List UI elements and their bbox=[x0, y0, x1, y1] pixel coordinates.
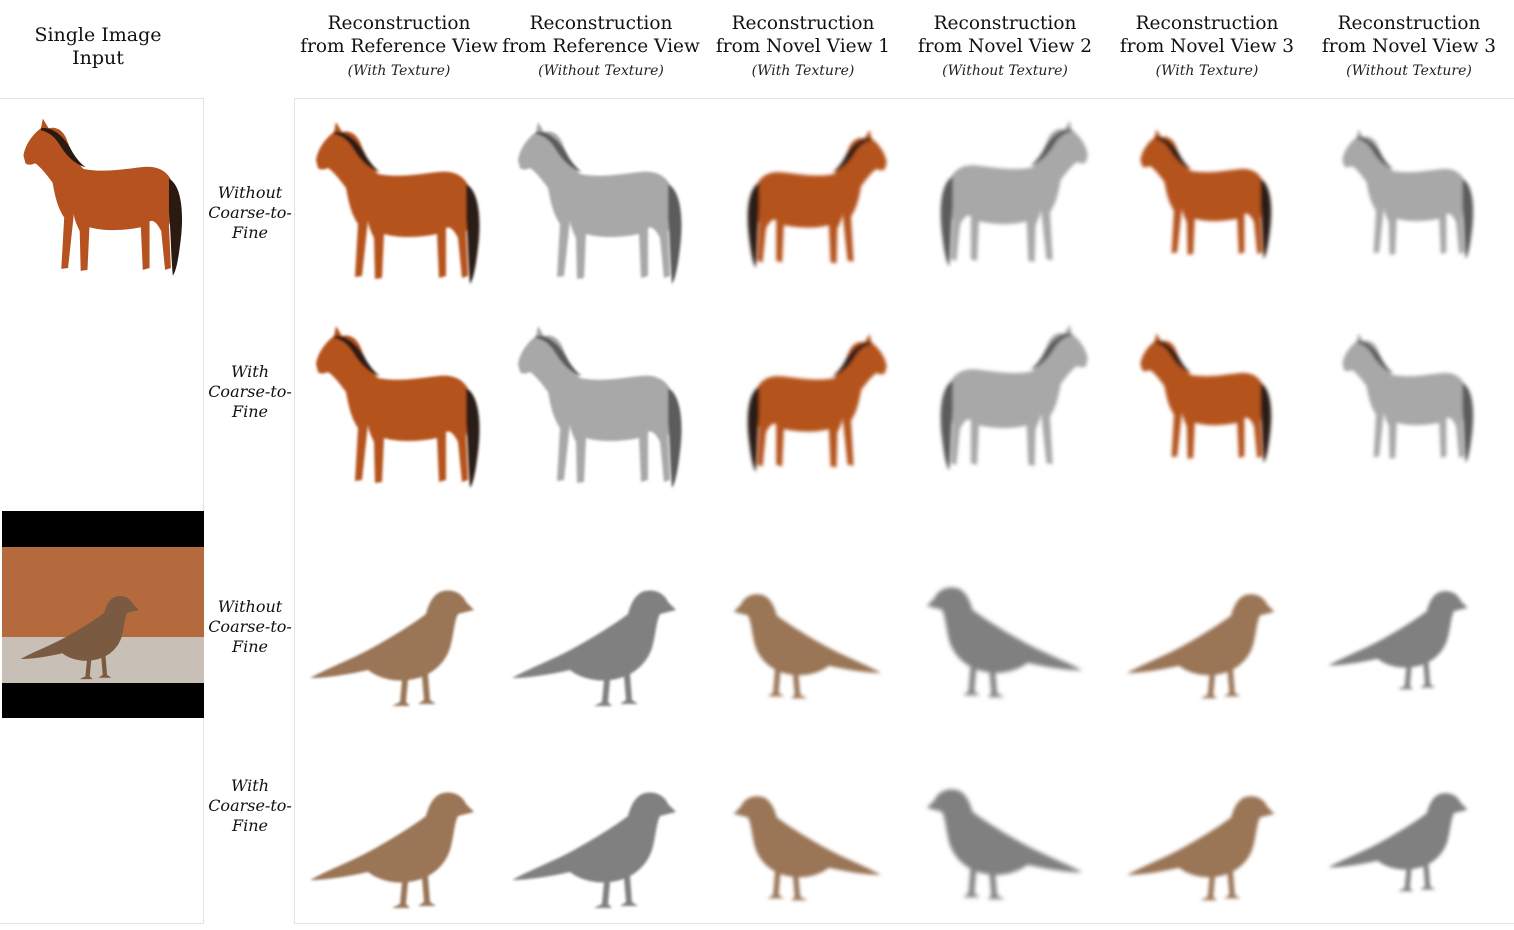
column-header-line2: from Reference View bbox=[300, 36, 498, 57]
column-header-line2: from Novel View 2 bbox=[917, 36, 1093, 57]
reconstruction-horse-r2-c1 bbox=[298, 312, 498, 512]
reconstruction-horse-r2-c3 bbox=[702, 312, 902, 512]
column-header-line1: Reconstruction bbox=[529, 13, 673, 34]
reconstruction-horse-r1-c1 bbox=[298, 108, 498, 308]
input-title-line1: Single Image bbox=[34, 24, 162, 46]
column-header-sub: (Without Texture) bbox=[1346, 63, 1472, 79]
reconstruction-horse-r2-c5 bbox=[1106, 312, 1306, 512]
reconstruction-horse-r1-c2 bbox=[500, 108, 700, 308]
column-header-line2: from Reference View bbox=[502, 36, 700, 57]
row-label-line: Fine bbox=[232, 223, 268, 242]
reconstruction-horse-r1-c5 bbox=[1106, 108, 1306, 308]
reconstruction-sparrow-r4-c6 bbox=[1308, 730, 1508, 930]
column-header-3: Reconstruction from Novel View 1 (With T… bbox=[702, 12, 904, 81]
column-header-5: Reconstruction from Novel View 3 (With T… bbox=[1106, 12, 1308, 81]
reconstruction-horse-r2-c4 bbox=[904, 312, 1104, 512]
reconstruction-horse-r2-c2 bbox=[500, 312, 700, 512]
column-header-line2: from Novel View 1 bbox=[715, 36, 891, 57]
reconstruction-sparrow-r3-c2 bbox=[500, 528, 700, 728]
reconstruction-sparrow-r4-c4 bbox=[904, 730, 1104, 930]
reconstruction-sparrow-r4-c5 bbox=[1106, 730, 1306, 930]
reconstruction-horse-r1-c4 bbox=[904, 108, 1104, 308]
input-title-line2: Input bbox=[72, 47, 124, 69]
row-label-line: Without bbox=[217, 183, 283, 202]
reconstruction-horse-r1-c6 bbox=[1308, 108, 1508, 308]
row-label-line: Coarse-to- bbox=[208, 796, 292, 815]
column-header-sub: (Without Texture) bbox=[942, 63, 1068, 79]
reconstruction-sparrow-r3-c1 bbox=[298, 528, 498, 728]
row-label-2: With Coarse-to- Fine bbox=[205, 362, 295, 422]
column-header-line1: Reconstruction bbox=[731, 13, 875, 34]
column-header-line1: Reconstruction bbox=[1337, 13, 1481, 34]
row-label-line: Without bbox=[217, 597, 283, 616]
column-header-2: Reconstruction from Reference View (With… bbox=[500, 12, 702, 81]
input-column-title: Single Image Input bbox=[0, 24, 196, 70]
column-header-line2: from Novel View 3 bbox=[1321, 36, 1497, 57]
reconstruction-sparrow-r3-c6 bbox=[1308, 528, 1508, 728]
column-header-sub: (Without Texture) bbox=[538, 63, 664, 79]
row-label-4: With Coarse-to- Fine bbox=[205, 776, 295, 836]
reconstruction-sparrow-r3-c5 bbox=[1106, 528, 1306, 728]
column-header-4: Reconstruction from Novel View 2 (Withou… bbox=[904, 12, 1106, 81]
row-label-line: Coarse-to- bbox=[208, 617, 292, 636]
reconstruction-horse-r1-c3 bbox=[702, 108, 902, 308]
column-header-sub: (With Texture) bbox=[1155, 63, 1259, 79]
column-header-line1: Reconstruction bbox=[933, 13, 1077, 34]
reconstruction-horse-r2-c6 bbox=[1308, 312, 1508, 512]
column-header-line2: from Novel View 3 bbox=[1119, 36, 1295, 57]
column-header-1: Reconstruction from Reference View (With… bbox=[298, 12, 500, 81]
row-label-line: Fine bbox=[232, 816, 268, 835]
column-header-sub: (With Texture) bbox=[347, 63, 451, 79]
row-label-line: Fine bbox=[232, 402, 268, 421]
column-header-6: Reconstruction from Novel View 3 (Withou… bbox=[1308, 12, 1510, 81]
row-label-3: Without Coarse-to- Fine bbox=[205, 597, 295, 657]
row-label-line: With bbox=[230, 776, 269, 795]
row-label-line: Fine bbox=[232, 637, 268, 656]
input-image-horse bbox=[6, 104, 200, 300]
row-label-line: Coarse-to- bbox=[208, 203, 292, 222]
row-label-1: Without Coarse-to- Fine bbox=[205, 183, 295, 243]
reconstruction-sparrow-r4-c1 bbox=[298, 730, 498, 930]
reconstruction-grid-panel bbox=[294, 98, 1514, 924]
column-header-sub: (With Texture) bbox=[751, 63, 855, 79]
input-image-sparrow bbox=[2, 511, 204, 718]
reconstruction-sparrow-r4-c2 bbox=[500, 730, 700, 930]
reconstruction-sparrow-r4-c3 bbox=[702, 730, 902, 930]
reconstruction-sparrow-r3-c3 bbox=[702, 528, 902, 728]
column-header-line1: Reconstruction bbox=[1135, 13, 1279, 34]
row-label-line: Coarse-to- bbox=[208, 382, 292, 401]
reconstruction-sparrow-r3-c4 bbox=[904, 528, 1104, 728]
row-label-line: With bbox=[230, 362, 269, 381]
column-header-line1: Reconstruction bbox=[327, 13, 471, 34]
